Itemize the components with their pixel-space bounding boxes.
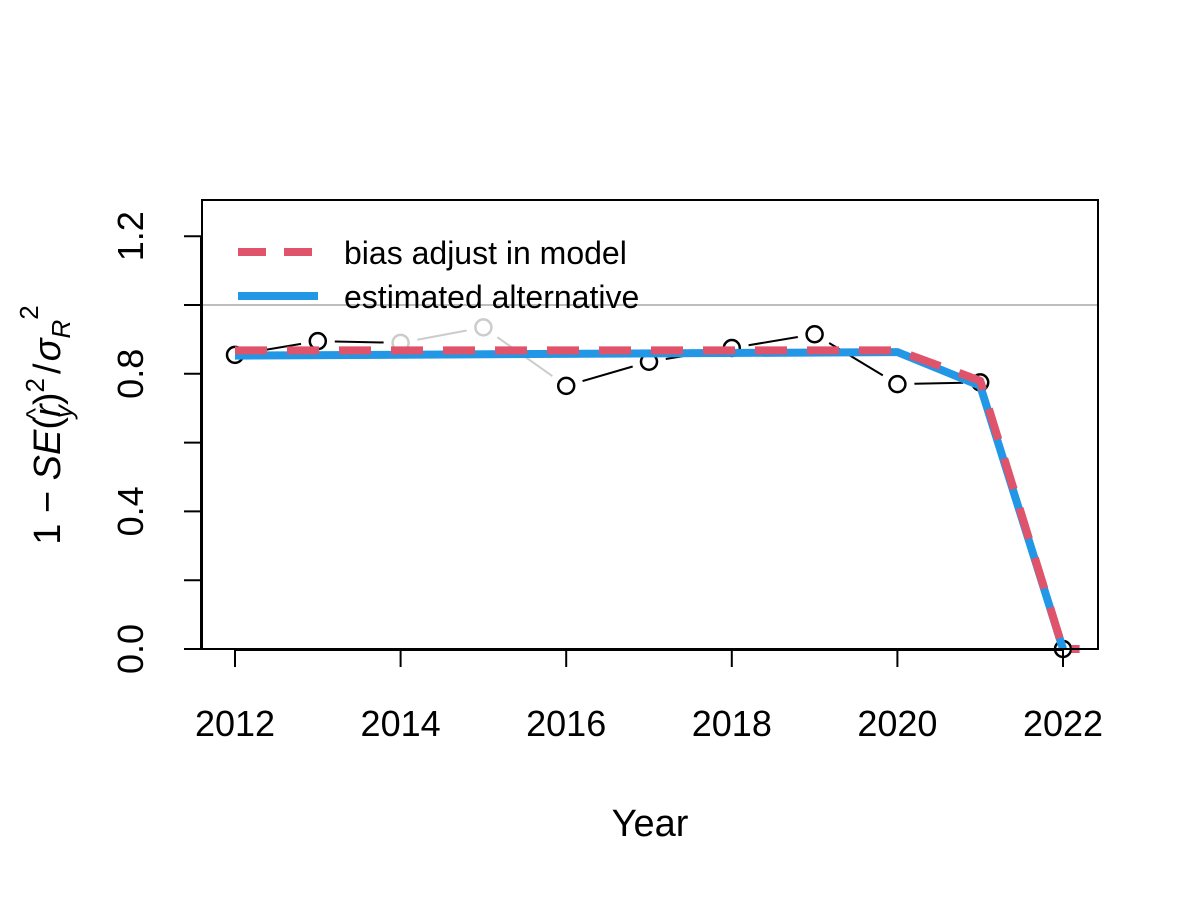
y-tick-label: 0.0 bbox=[110, 624, 151, 674]
observed-point bbox=[474, 318, 493, 337]
observed-point bbox=[556, 376, 576, 396]
legend: bias adjust in model estimated alternativ… bbox=[238, 235, 639, 315]
y-axis-title: 1 − SE(r^y)2/σR2 bbox=[14, 305, 78, 545]
observed-point bbox=[888, 374, 907, 394]
y-tick-label: 0.8 bbox=[110, 349, 151, 399]
x-axis-title: Year bbox=[612, 803, 689, 845]
y-axis: 0.0 0.4 0.8 1.2 bbox=[110, 211, 202, 674]
y-title-close-paren: ) bbox=[27, 392, 69, 405]
y-title-slash: / bbox=[27, 363, 69, 374]
observed-segment bbox=[582, 365, 633, 383]
x-tick-label: 2012 bbox=[195, 703, 275, 744]
observed-segment bbox=[334, 340, 384, 344]
y-title-square-2: 2 bbox=[14, 305, 44, 319]
series-line-estimated-alternative bbox=[234, 348, 1067, 651]
y-tick-label: 1.2 bbox=[110, 211, 151, 261]
x-tick-label: 2018 bbox=[692, 703, 772, 744]
y-title-hat: ^ bbox=[20, 407, 50, 420]
legend-label: bias adjust in model bbox=[344, 235, 627, 271]
y-title-sigma: σ bbox=[27, 336, 69, 361]
y-title-prefix: 1 − bbox=[27, 480, 69, 544]
y-title-se: SE bbox=[27, 429, 69, 480]
observed-segment bbox=[417, 329, 467, 341]
y-title-open-paren: ( bbox=[27, 417, 69, 430]
x-tick-label: 2016 bbox=[526, 703, 606, 744]
y-tick-label: 0.4 bbox=[110, 486, 151, 536]
y-title-r: r bbox=[27, 403, 69, 417]
plot-frame bbox=[201, 199, 1099, 650]
series-line-bias-adjust-in-model bbox=[235, 346, 1080, 653]
x-tick-label: 2020 bbox=[857, 703, 937, 744]
y-title-square: 2 bbox=[20, 378, 50, 392]
legend-label: estimated alternative bbox=[344, 279, 639, 315]
x-axis: 2012 2014 2016 2018 2020 2022 bbox=[195, 649, 1103, 744]
observed-segment bbox=[914, 381, 964, 385]
y-title-sub-y: y bbox=[48, 403, 78, 420]
observed-segment bbox=[748, 336, 798, 347]
y-title-sub-R: R bbox=[46, 320, 76, 339]
x-tick-label: 2014 bbox=[361, 703, 441, 744]
fitted-series-layer bbox=[234, 346, 1080, 653]
x-tick-label: 2022 bbox=[1023, 703, 1103, 744]
svg-text:1 − SE(r^y)2/σR2: 1 − SE(r^y)2/σR2 bbox=[14, 305, 78, 545]
observed-point bbox=[805, 324, 824, 344]
